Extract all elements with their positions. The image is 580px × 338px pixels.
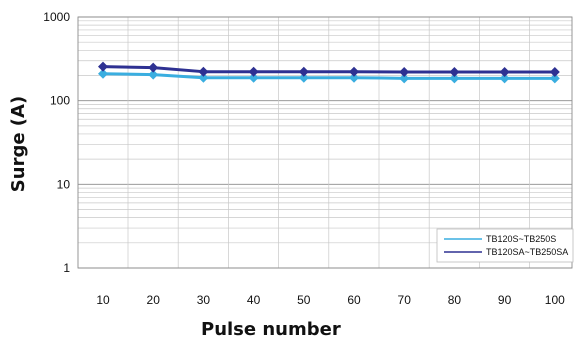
data-point: [549, 73, 560, 84]
data-point: [298, 72, 309, 83]
y-tick-label: 1000: [43, 10, 70, 24]
x-tick-label: 100: [545, 293, 565, 307]
legend-label-series-2: TB120SA~TB250SA: [486, 247, 568, 257]
data-point: [349, 66, 359, 77]
x-axis-title: Pulse number: [201, 319, 341, 338]
plot-frame: [77, 16, 573, 269]
data-point: [198, 66, 209, 77]
data-point: [399, 73, 410, 84]
data-point: [449, 67, 460, 78]
data-point: [449, 73, 460, 84]
series-1: [98, 68, 560, 84]
series-line: [102, 65, 555, 74]
data-point: [98, 61, 108, 72]
series-line: [102, 72, 555, 80]
data-point: [349, 72, 359, 83]
y-tick-label: 100: [50, 94, 70, 108]
legend-box: [436, 228, 574, 263]
data-point: [248, 66, 259, 77]
data-point: [499, 73, 510, 84]
y-tick-label: 1: [63, 261, 70, 275]
data-point: [399, 67, 410, 78]
y-tick-labels: 1 10 100 1000: [43, 10, 70, 275]
x-tick-label: 50: [297, 293, 311, 307]
data-point: [98, 68, 108, 79]
data-point: [248, 72, 259, 83]
y-axis-title: Surge (A): [8, 96, 29, 192]
data-point: [148, 69, 159, 80]
y-tick-label: 10: [57, 177, 71, 191]
x-tick-label: 30: [197, 293, 211, 307]
data-series: [98, 61, 560, 84]
plot-area-border: [77, 16, 573, 269]
x-tick-label: 40: [247, 293, 261, 307]
series-2: [98, 61, 560, 78]
x-tick-label: 90: [498, 293, 512, 307]
data-point: [499, 67, 510, 78]
x-tick-label: 80: [448, 293, 462, 307]
data-point: [298, 66, 309, 77]
x-tick-label: 10: [96, 293, 110, 307]
x-tick-label: 60: [347, 293, 361, 307]
data-point: [549, 67, 560, 78]
x-tick-label: 20: [147, 293, 161, 307]
x-tick-labels: 10 20 30 40 50 60 70 80 90 100: [96, 293, 565, 307]
legend: TB120S~TB250S TB120SA~TB250SA: [436, 228, 574, 263]
x-tick-label: 70: [398, 293, 412, 307]
data-point: [148, 62, 159, 73]
data-point: [198, 72, 209, 83]
legend-label-series-1: TB120S~TB250S: [486, 234, 556, 244]
